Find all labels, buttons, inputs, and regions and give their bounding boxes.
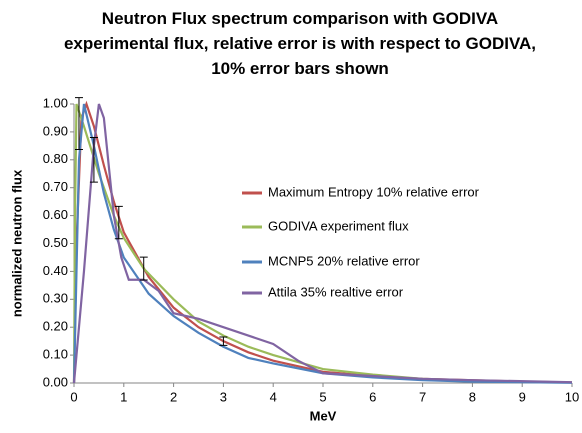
y-tick-label: 0.00	[43, 374, 68, 389]
y-axis-label: normalized neutron flux	[9, 169, 24, 317]
error-bar	[139, 256, 148, 281]
legend-label: Maximum Entropy 10% relative error	[268, 184, 480, 199]
legend-label: MCNP5 20% relative error	[268, 253, 420, 268]
x-axis-label: MeV	[310, 408, 337, 423]
y-tick-label: 0.60	[43, 207, 68, 222]
legend-label: Attila 35% realtive error	[268, 284, 404, 299]
series-line	[72, 103, 573, 384]
x-tick-label: 9	[519, 389, 526, 404]
x-tick-label: 6	[369, 389, 376, 404]
x-tick-label: 4	[270, 389, 277, 404]
legend-label: GODIVA experiment flux	[268, 218, 409, 233]
x-tick-label: 3	[220, 389, 227, 404]
y-tick-label: 0.30	[43, 291, 68, 306]
y-tick-label: 0.20	[43, 319, 68, 334]
x-tick-label: 5	[319, 389, 326, 404]
y-tick-label: 0.40	[43, 263, 68, 278]
series-line	[72, 103, 573, 384]
x-tick-label: 7	[419, 389, 426, 404]
y-tick-label: 0.50	[43, 235, 68, 250]
error-bar	[89, 136, 98, 183]
series-line	[72, 103, 573, 384]
y-tick-label: 0.10	[43, 347, 68, 362]
x-tick-label: 8	[469, 389, 476, 404]
y-tick-label: 0.70	[43, 179, 68, 194]
x-tick-label: 1	[120, 389, 127, 404]
y-tick-label: 0.80	[43, 151, 68, 166]
series-line	[72, 100, 573, 384]
x-tick-label: 0	[70, 389, 77, 404]
error-bar	[219, 336, 228, 346]
x-tick-label: 10	[565, 389, 579, 404]
y-tick-label: 1.00	[43, 95, 68, 110]
error-bar	[114, 205, 123, 240]
chart-title: Neutron Flux spectrum comparison with GO…	[63, 9, 537, 78]
error-bar	[74, 97, 83, 150]
x-tick-label: 2	[170, 389, 177, 404]
y-tick-label: 0.90	[43, 123, 68, 138]
